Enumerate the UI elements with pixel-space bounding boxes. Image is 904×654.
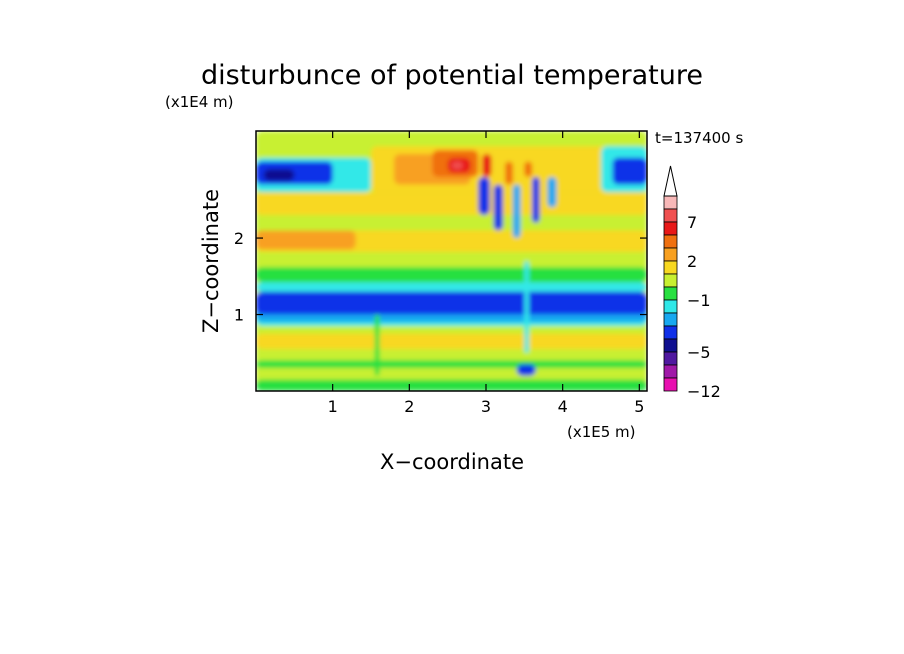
field-cell-30 xyxy=(505,161,513,185)
x-tick-label: 3 xyxy=(481,397,491,416)
colorbar-swatch xyxy=(663,338,678,353)
colorbar-label: −5 xyxy=(687,343,711,362)
field-cell-31 xyxy=(524,161,532,177)
field-cell-25 xyxy=(493,184,503,231)
x-tick-label: 5 xyxy=(634,397,644,416)
field-cell-34 xyxy=(524,261,529,353)
y-tick-label: 1 xyxy=(234,306,244,325)
field-cell-26 xyxy=(512,184,521,239)
colorbar: 7 2 −1 −5 −12 xyxy=(663,165,721,401)
field-cell-7 xyxy=(256,282,647,292)
y-axis-label: Z−coordinate xyxy=(199,189,223,333)
colorbar-swatch xyxy=(663,299,678,314)
colorbar-swatch xyxy=(663,364,678,379)
field-cell-27 xyxy=(532,176,540,223)
plot-frame xyxy=(255,130,648,392)
field-cell-9 xyxy=(256,251,647,268)
colorbar-label: −1 xyxy=(687,291,711,310)
colorbar-swatch xyxy=(663,325,678,340)
field-cell-6 xyxy=(256,291,647,315)
field-cell-32 xyxy=(256,360,647,369)
colorbar-swatch xyxy=(663,273,678,288)
field-cell-1 xyxy=(256,379,647,391)
plot-area xyxy=(256,131,647,391)
field-cell-16 xyxy=(263,169,295,181)
colorbar-swatch xyxy=(663,351,678,366)
colorbar-label: 2 xyxy=(687,252,697,271)
colorbar-swatch xyxy=(663,221,678,236)
field-cell-33 xyxy=(516,364,536,376)
x-tick-label: 4 xyxy=(558,397,568,416)
colorbar-swatch xyxy=(663,377,678,392)
colorbar-swatch xyxy=(663,234,678,249)
x-axis: 1 2 3 4 5 xyxy=(328,131,644,416)
field-cell-3 xyxy=(256,333,647,349)
field-cell-23 xyxy=(612,157,647,185)
colorbar-label: 7 xyxy=(687,213,697,232)
colorbar-swatch xyxy=(663,195,678,210)
colorbar-extend-arrow xyxy=(663,165,678,197)
field-cell-28 xyxy=(547,176,557,208)
field-layers xyxy=(256,131,647,391)
field-cell-21 xyxy=(451,161,463,170)
chart-title: disturbunce of potential temperature xyxy=(201,60,703,91)
field-cell-8 xyxy=(256,267,647,283)
y-axis: 12 xyxy=(234,229,647,325)
y-tick-label: 2 xyxy=(234,229,244,248)
x-axis-label: X−coordinate xyxy=(380,450,524,474)
x-tick-label: 2 xyxy=(404,397,414,416)
field-cell-12 xyxy=(256,215,647,231)
field-cell-35 xyxy=(374,314,380,376)
colorbar-swatch xyxy=(663,208,678,223)
field-cell-11 xyxy=(256,230,356,250)
colorbar-label: −12 xyxy=(687,382,721,401)
time-label: t=137400 s xyxy=(655,129,743,147)
field-cell-29 xyxy=(482,153,492,177)
colorbar-swatch xyxy=(663,312,678,327)
field-cell-24 xyxy=(478,176,490,216)
y-unit-label: (x1E4 m) xyxy=(165,93,234,111)
colorbar-swatch xyxy=(663,247,678,262)
x-tick-label: 1 xyxy=(328,397,338,416)
colorbar-swatch xyxy=(663,286,678,301)
colorbar-swatch xyxy=(663,260,678,275)
field-cell-13 xyxy=(256,192,647,216)
x-unit-label: (x1E5 m) xyxy=(567,423,636,441)
